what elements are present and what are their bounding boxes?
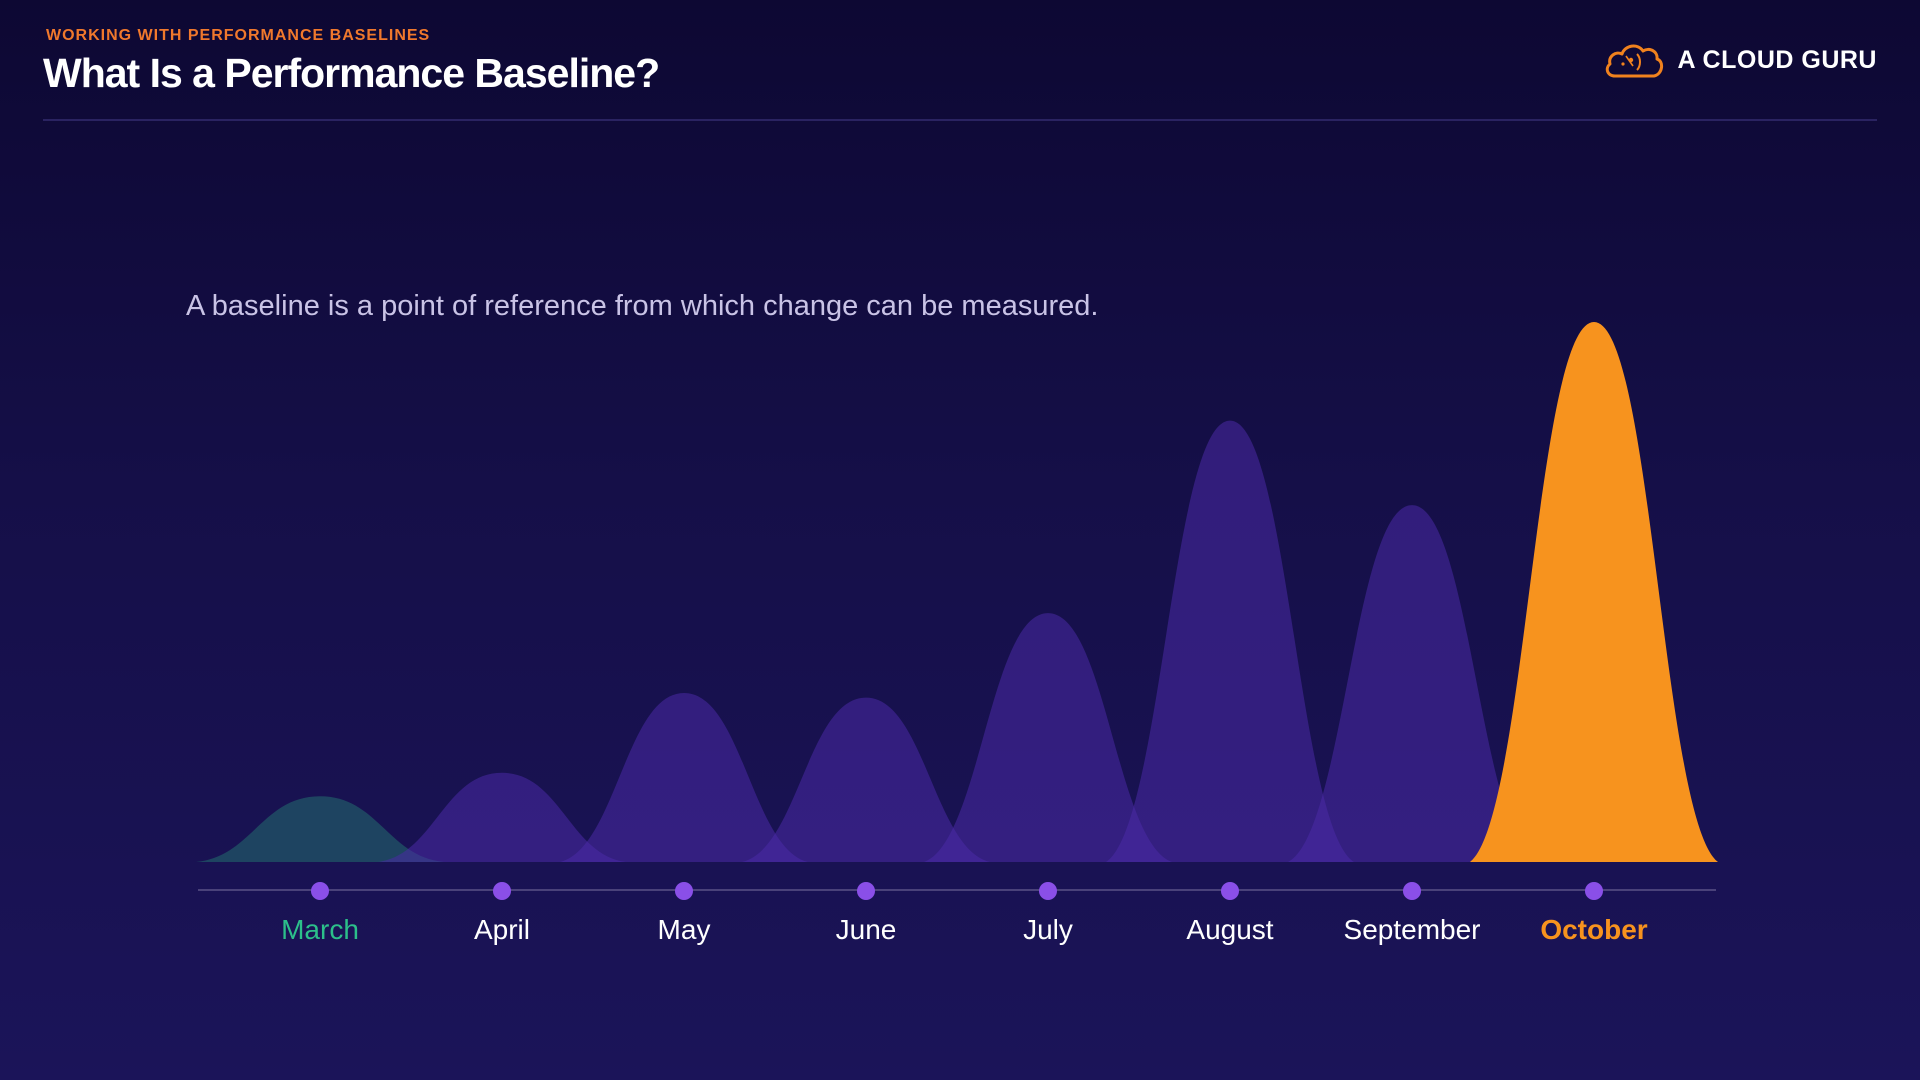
peak-april [378, 772, 626, 862]
dot-layer [311, 882, 1603, 900]
label-layer: March April May June July August September Octo… [281, 914, 1648, 945]
label-april: April [474, 914, 530, 945]
dot-march [311, 882, 329, 900]
peak-march [196, 796, 444, 862]
section-label: WORKING WITH PERFORMANCE BASELINES [46, 27, 431, 44]
dot-may [675, 882, 693, 900]
peak-august [1106, 420, 1354, 862]
label-august: August [1186, 914, 1273, 945]
peak-layer [196, 322, 1718, 862]
slide-header: WORKING WITH PERFORMANCE BASELINES What … [43, 26, 1877, 120]
peak-may [560, 692, 808, 862]
page-title: What Is a Performance Baseline? [43, 50, 660, 96]
brand-name: A CLOUD GURU [1677, 45, 1877, 74]
cloud-logo-icon [1606, 44, 1664, 78]
peak-october [1470, 322, 1718, 862]
dot-june [857, 882, 875, 900]
peak-july [924, 613, 1172, 862]
peak-june [742, 697, 990, 862]
label-october: October [1540, 914, 1647, 945]
brand-logo: A CLOUD GURU [1603, 38, 1877, 82]
dot-october [1585, 882, 1603, 900]
label-may: May [658, 914, 711, 945]
dot-august [1221, 882, 1239, 900]
label-september: September [1344, 914, 1481, 945]
label-july: July [1023, 914, 1073, 945]
header-divider [43, 119, 1877, 121]
label-march: March [281, 914, 359, 945]
dot-april [493, 882, 511, 900]
label-june: June [836, 914, 897, 945]
chart-subtitle: A baseline is a point of reference from … [186, 290, 1099, 322]
dot-july [1039, 882, 1057, 900]
dot-september [1403, 882, 1421, 900]
peak-september [1288, 505, 1536, 862]
